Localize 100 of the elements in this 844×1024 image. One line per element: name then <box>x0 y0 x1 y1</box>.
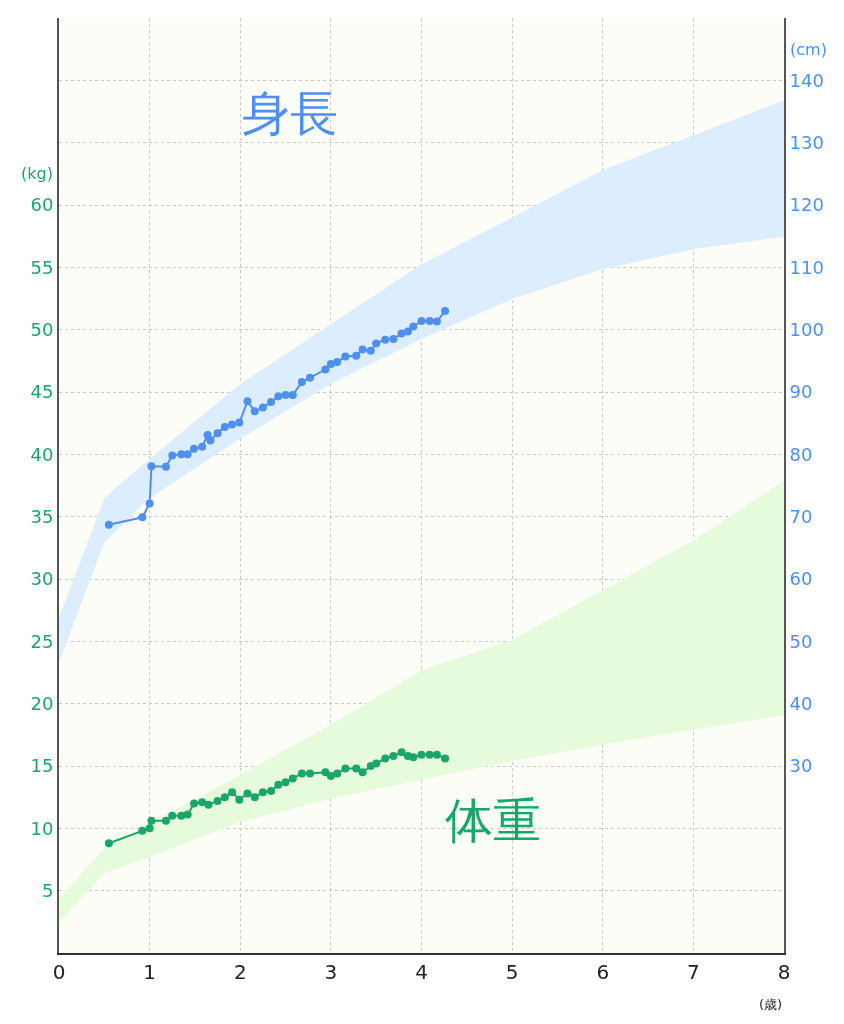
point <box>104 839 113 848</box>
point <box>258 788 267 797</box>
point <box>352 764 361 773</box>
y2-tick-label: 70 <box>789 505 813 527</box>
x-axis-title: (歳) <box>759 997 783 1012</box>
point <box>417 316 426 325</box>
x-tick-label: 6 <box>596 960 610 984</box>
point <box>206 436 215 445</box>
point <box>432 317 441 326</box>
x-tick-label: 5 <box>505 960 519 984</box>
point <box>228 788 237 797</box>
point <box>358 768 367 777</box>
y2-tick-label: 100 <box>789 318 824 340</box>
y-tick-label: 35 <box>30 505 54 527</box>
point <box>306 373 315 382</box>
y2-axis-title: (cm) <box>790 40 827 59</box>
point <box>341 764 350 773</box>
point <box>381 754 390 763</box>
point <box>358 345 367 354</box>
point <box>288 391 297 400</box>
y2-tick-label: 120 <box>789 194 824 216</box>
point <box>297 769 306 778</box>
y2-tick-label: 40 <box>789 692 813 714</box>
point <box>138 513 147 522</box>
y-tick-label: 50 <box>30 318 54 340</box>
point <box>220 422 229 431</box>
point <box>190 799 199 808</box>
point <box>243 397 252 406</box>
point <box>168 451 177 460</box>
point <box>235 418 244 427</box>
y2-tick-label: 60 <box>789 568 813 590</box>
y-tick-label: 5 <box>41 879 54 901</box>
point <box>145 824 154 833</box>
point <box>333 769 342 778</box>
point <box>204 800 213 809</box>
point <box>190 444 199 453</box>
point <box>183 450 192 459</box>
y-tick-label: 55 <box>30 256 54 278</box>
point <box>366 346 375 355</box>
point <box>372 759 381 768</box>
x-tick-label: 2 <box>233 960 247 984</box>
point <box>138 826 147 835</box>
point <box>288 774 297 783</box>
point <box>147 462 156 471</box>
point <box>168 811 177 820</box>
x-tick-label: 3 <box>324 960 338 984</box>
point <box>250 793 259 802</box>
x-tick-label: 8 <box>777 960 791 984</box>
point <box>441 306 450 315</box>
point <box>267 786 276 795</box>
point <box>425 316 434 325</box>
point <box>409 322 418 331</box>
y-tick-label: 25 <box>30 630 54 652</box>
y-tick-label: 15 <box>30 755 54 777</box>
point <box>145 499 154 508</box>
y2-tick-label: 140 <box>789 69 824 91</box>
point <box>352 351 361 360</box>
y-tick-label: 60 <box>30 194 54 216</box>
point <box>409 753 418 762</box>
point <box>183 810 192 819</box>
point <box>213 429 222 438</box>
x-tick-label: 4 <box>415 960 428 984</box>
point <box>104 520 113 529</box>
y2-tick-label: 90 <box>789 381 813 403</box>
point <box>281 778 290 787</box>
point <box>177 450 186 459</box>
y2-tick-label: 80 <box>789 443 813 465</box>
y-tick-label: 10 <box>30 817 54 839</box>
y-tick-label: 45 <box>30 381 54 403</box>
point <box>250 407 259 416</box>
point <box>389 335 398 344</box>
point <box>432 750 441 759</box>
y-axis-title: (kg) <box>21 164 53 183</box>
y2-tick-label: 50 <box>789 630 813 652</box>
point <box>326 771 335 780</box>
y2-tick-label: 130 <box>789 131 824 153</box>
point <box>177 811 186 820</box>
x-tick-label: 0 <box>52 960 66 984</box>
point <box>228 420 237 429</box>
point <box>341 352 350 361</box>
y-tick-label: 20 <box>30 692 54 714</box>
point <box>441 754 450 763</box>
point <box>198 442 207 451</box>
point <box>243 789 252 798</box>
point <box>161 816 170 825</box>
point <box>220 793 229 802</box>
point <box>161 462 170 471</box>
point <box>235 795 244 804</box>
point <box>274 780 283 789</box>
point <box>274 392 283 401</box>
y-tick-label: 30 <box>30 568 54 590</box>
point <box>258 403 267 412</box>
point <box>213 796 222 805</box>
y2-tick-label: 30 <box>789 755 813 777</box>
x-tick-label: 7 <box>687 960 700 984</box>
y2-tick-label: 110 <box>789 256 824 278</box>
point <box>321 768 330 777</box>
point <box>372 339 381 348</box>
point <box>389 752 398 761</box>
point <box>147 816 156 825</box>
